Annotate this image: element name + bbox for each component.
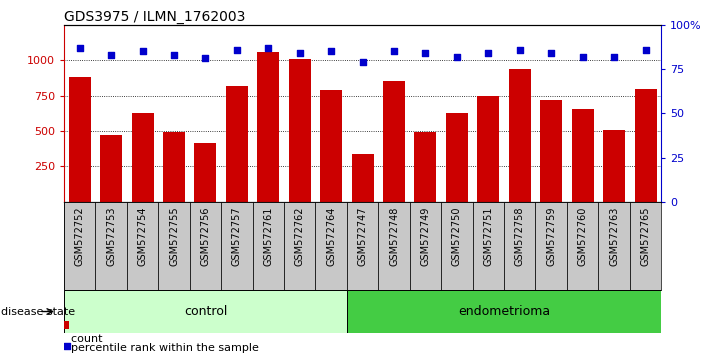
Bar	[64, 290, 347, 333]
Point	[388, 48, 400, 54]
Bar	[163, 132, 185, 202]
Text: GSM572758: GSM572758	[515, 206, 525, 266]
Bar	[504, 202, 535, 290]
Point	[483, 50, 494, 56]
Bar	[535, 202, 567, 290]
Text: control: control	[183, 305, 227, 318]
Text: GSM572751: GSM572751	[483, 206, 493, 266]
Text: endometrioma: endometrioma	[458, 305, 550, 318]
Bar	[634, 88, 656, 202]
Text: GSM572759: GSM572759	[546, 206, 556, 266]
Bar	[194, 143, 216, 202]
Point	[419, 50, 431, 56]
Text: GSM572761: GSM572761	[263, 206, 273, 266]
Bar	[383, 81, 405, 202]
Bar	[132, 113, 154, 202]
Text: GSM572757: GSM572757	[232, 206, 242, 266]
Text: GSM572755: GSM572755	[169, 206, 179, 266]
Bar	[630, 202, 661, 290]
Point	[609, 54, 620, 59]
Point	[231, 47, 242, 52]
Point	[326, 48, 337, 54]
Text: GSM572765: GSM572765	[641, 206, 651, 266]
Point	[577, 54, 588, 59]
Text: GSM572753: GSM572753	[106, 206, 116, 266]
Bar	[159, 202, 190, 290]
Text: GSM572752: GSM572752	[75, 206, 85, 266]
Text: GSM572748: GSM572748	[389, 206, 399, 266]
Bar	[190, 202, 221, 290]
Text: GSM572747: GSM572747	[358, 206, 368, 266]
Point	[262, 45, 274, 51]
Point	[105, 52, 117, 58]
Point	[451, 54, 463, 59]
Bar	[410, 202, 442, 290]
Bar	[509, 69, 531, 202]
Bar	[442, 202, 473, 290]
Point	[514, 47, 525, 52]
Bar	[567, 202, 599, 290]
Bar	[352, 154, 373, 202]
Point	[640, 47, 651, 52]
Bar	[257, 52, 279, 202]
Bar	[320, 90, 342, 202]
Bar	[572, 109, 594, 202]
Bar	[64, 321, 69, 329]
Text: GSM572764: GSM572764	[326, 206, 336, 266]
Text: GSM572762: GSM572762	[295, 206, 305, 266]
Bar	[284, 202, 316, 290]
Text: GSM572754: GSM572754	[137, 206, 148, 266]
Bar	[378, 202, 410, 290]
Point	[294, 50, 306, 56]
Bar	[599, 202, 630, 290]
Point	[200, 56, 211, 61]
Text: GSM572763: GSM572763	[609, 206, 619, 266]
Bar	[252, 202, 284, 290]
Bar	[69, 77, 91, 202]
Bar	[226, 86, 248, 202]
Bar	[473, 202, 504, 290]
Bar	[603, 130, 625, 202]
Bar	[415, 132, 437, 202]
Point	[188, 263, 200, 268]
Bar	[316, 202, 347, 290]
Point	[545, 50, 557, 56]
Point	[357, 59, 368, 65]
Point	[74, 45, 85, 51]
Bar	[289, 59, 311, 202]
Bar	[64, 202, 95, 290]
Text: GSM572750: GSM572750	[452, 206, 462, 266]
Text: GSM572756: GSM572756	[201, 206, 210, 266]
Text: count: count	[64, 334, 102, 344]
Bar	[540, 100, 562, 202]
Bar	[477, 96, 499, 202]
Bar	[446, 113, 468, 202]
Text: percentile rank within the sample: percentile rank within the sample	[64, 343, 259, 353]
Bar	[100, 135, 122, 202]
Point	[137, 48, 149, 54]
Point	[169, 52, 180, 58]
Text: GSM572760: GSM572760	[577, 206, 588, 266]
Text: GDS3975 / ILMN_1762003: GDS3975 / ILMN_1762003	[64, 10, 245, 24]
Bar	[347, 290, 661, 333]
Text: GSM572749: GSM572749	[420, 206, 430, 266]
Bar	[127, 202, 159, 290]
Bar	[95, 202, 127, 290]
Text: disease state: disease state	[1, 307, 75, 316]
Bar	[347, 202, 378, 290]
Bar	[221, 202, 252, 290]
